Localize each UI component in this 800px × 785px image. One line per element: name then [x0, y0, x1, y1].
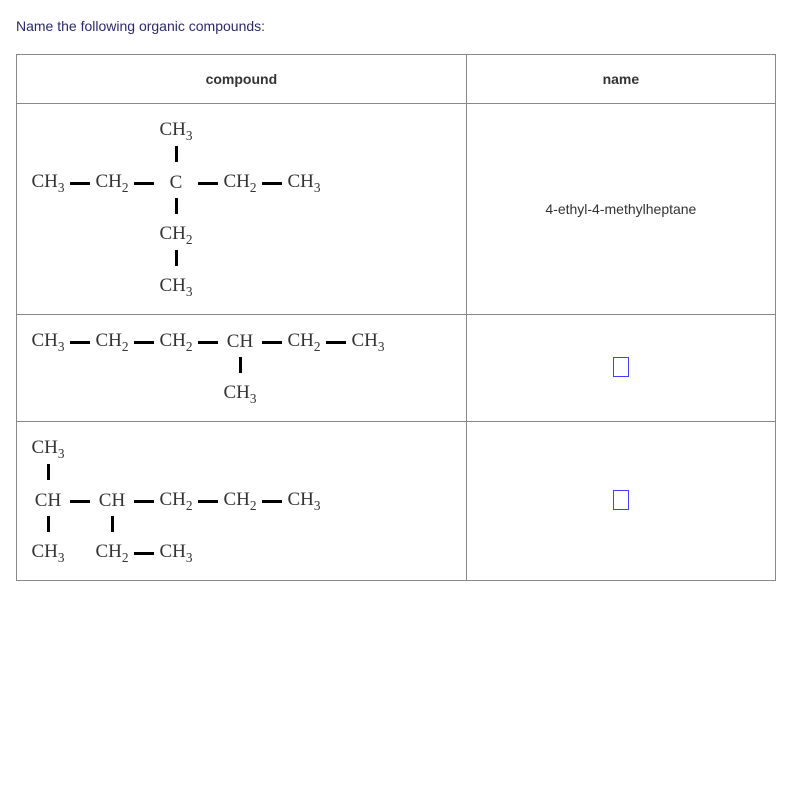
question-prompt: Name the following organic compounds:: [16, 18, 784, 34]
header-compound: compound: [17, 55, 467, 104]
answer-input-box[interactable]: [613, 490, 629, 510]
chemical-structure: CH3CH3CH2CCH2CH3CH2CH3: [27, 118, 325, 300]
compound-cell: CH3CH3CH2CCH2CH3CH2CH3: [17, 104, 467, 315]
chemical-structure: CH3CH2CH2CHCH2CH3CH3: [27, 329, 389, 407]
header-name: name: [466, 55, 775, 104]
chemical-structure: CH3CHCHCH2CH2CH3CH3CH2CH3: [27, 436, 325, 566]
name-cell[interactable]: [466, 422, 775, 581]
name-cell: 4-ethyl-4-methylheptane: [466, 104, 775, 315]
name-cell[interactable]: [466, 315, 775, 422]
compound-cell: CH3CHCHCH2CH2CH3CH3CH2CH3: [17, 422, 467, 581]
answer-text: 4-ethyl-4-methylheptane: [545, 201, 696, 217]
answer-input-box[interactable]: [613, 357, 629, 377]
compounds-table: compound name CH3CH3CH2CCH2CH3CH2CH3 4-et…: [16, 54, 776, 581]
compound-cell: CH3CH2CH2CHCH2CH3CH3: [17, 315, 467, 422]
